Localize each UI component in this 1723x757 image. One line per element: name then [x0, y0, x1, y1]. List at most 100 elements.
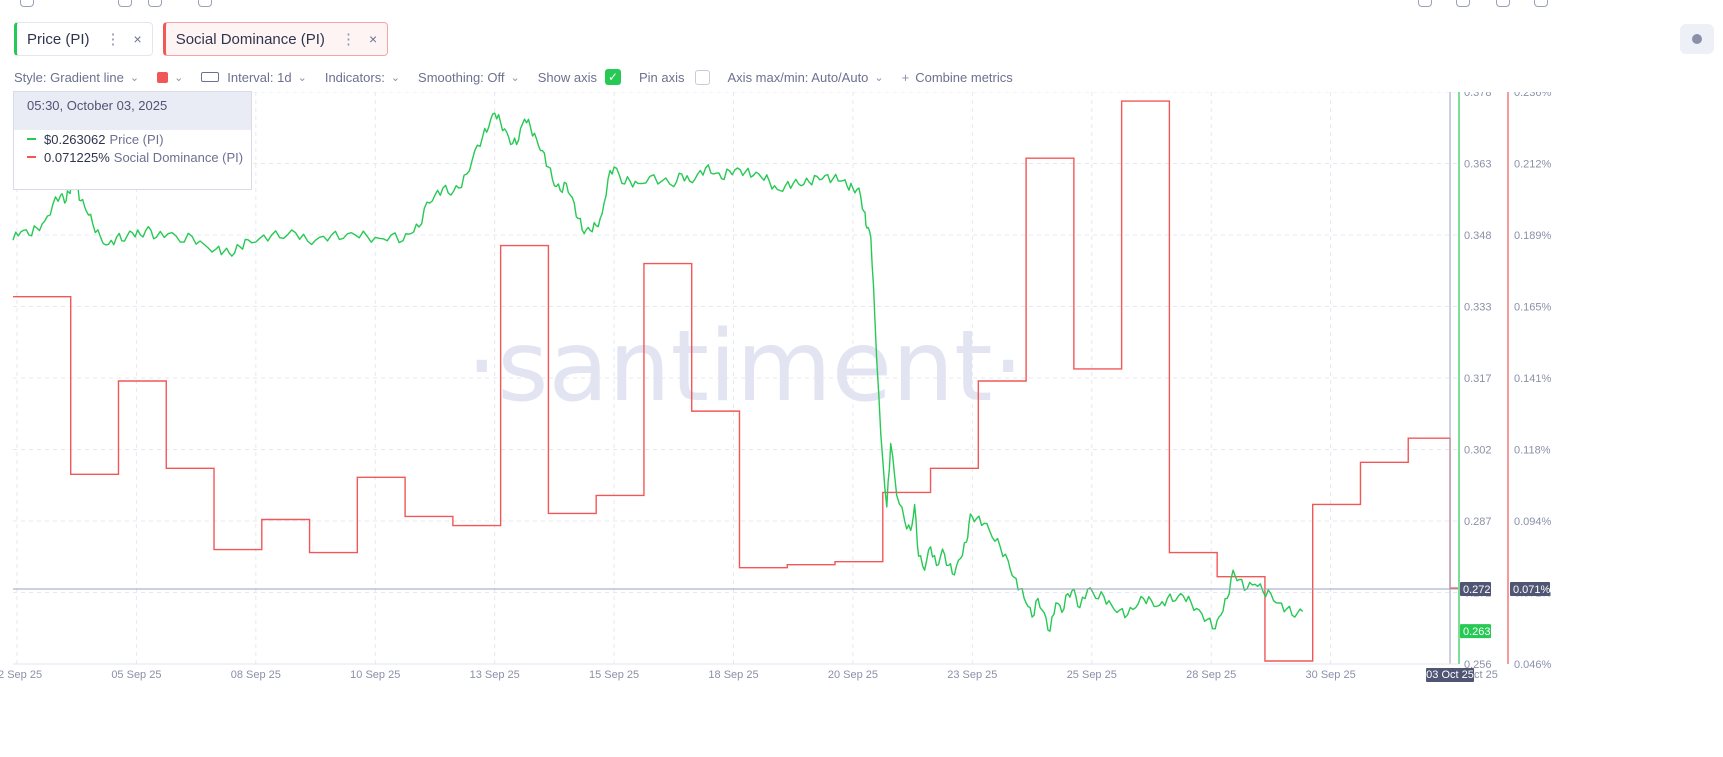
show-axis-toggle[interactable]: Show axis ✓ — [538, 69, 621, 85]
social-axis-tick: 0.141% — [1514, 373, 1552, 385]
tooltip-date: 05:30, October 03, 2025 — [14, 92, 251, 130]
x-axis-tick: 30 Sep 25 — [1306, 669, 1356, 681]
chart-area[interactable]: ·santiment· 0.3780.3630.3480.3330.3170.3… — [0, 92, 1723, 757]
top-strip — [0, 0, 1723, 12]
chart-toolbar: Style: Gradient line ⌄ ⌄ Interval: 1d ⌄ In… — [14, 66, 1031, 88]
x-axis-tick: 13 Sep 25 — [470, 669, 520, 681]
metric-tabs: Price (PI) ⋮ × Social Dominance (PI) ⋮ × — [14, 22, 389, 56]
axis-labels: 0.378 0.363 0.348 0.333 0.317 0.302 0.287 0.272… — [0, 92, 1552, 682]
user-icon[interactable] — [20, 0, 34, 7]
color-swatch — [157, 71, 169, 83]
axes — [13, 92, 1509, 665]
tooltip-social-value: 0.071225% — [44, 149, 110, 165]
x-axis-tick: 18 Sep 25 — [708, 669, 758, 681]
social-dominance-series — [13, 100, 1458, 662]
tooltip: 05:30, October 03, 2025 $0.263062 Price … — [13, 91, 252, 190]
price-axis-tick: 0.333 — [1464, 302, 1492, 314]
record-button[interactable] — [1680, 24, 1714, 54]
embed-icon[interactable] — [1456, 0, 1470, 7]
combine-label: Combine metrics — [915, 69, 1013, 85]
x-axis-tick: 28 Sep 25 — [1186, 669, 1236, 681]
show-axis-label: Show axis — [537, 69, 597, 85]
close-icon[interactable]: × — [133, 31, 142, 47]
date-marker-label: 03 Oct 25 — [1426, 669, 1474, 681]
shield-icon[interactable] — [198, 0, 212, 7]
tooltip-price-value: $0.263062 — [44, 131, 106, 147]
record-icon — [1692, 34, 1702, 44]
social-axis-tick: 0.046% — [1514, 659, 1552, 671]
social-dominance-line — [13, 100, 1458, 662]
close-icon[interactable]: × — [368, 31, 378, 47]
price-line — [12, 112, 1304, 632]
more-icon[interactable]: ⋮ — [105, 31, 121, 48]
x-axis-tick: 08 Sep 25 — [231, 669, 281, 681]
indicators-dropdown[interactable]: Indicators: ⌄ — [325, 70, 400, 85]
pin-axis-label: Pin axis — [638, 69, 685, 85]
tooltip-price-name: Price (PI) — [109, 131, 164, 147]
interval-dropdown[interactable]: Interval: 1d ⌄ — [201, 70, 307, 85]
indicators-label: Indicators: — [324, 69, 385, 85]
combine-metrics-button[interactable]: + Combine metrics — [902, 70, 1013, 85]
chevron-down-icon: ⌄ — [297, 71, 307, 84]
ruler-icon — [201, 72, 220, 82]
tab-social-dominance[interactable]: Social Dominance (PI) ⋮ × — [162, 22, 389, 56]
current-price-badge-bg — [1460, 581, 1491, 596]
price-axis-tick: 0.287 — [1464, 516, 1492, 528]
watermark: ·santiment· — [466, 310, 1023, 424]
tab-social-label: Social Dominance (PI) — [175, 30, 325, 48]
x-axis-tick: 23 Sep 25 — [947, 669, 997, 681]
chevron-down-icon: ⌄ — [390, 71, 401, 84]
price-axis-tick: 0.363 — [1464, 159, 1492, 171]
price-axis-tick: 0.317 — [1464, 373, 1492, 385]
price-axis-tick: 0.348 — [1464, 230, 1492, 242]
more-icon[interactable]: ⋮ — [340, 31, 356, 48]
social-axis-tick: 0.236% — [1514, 92, 1552, 99]
plus-icon: + — [901, 69, 910, 85]
price-series — [12, 112, 1304, 632]
copy-icon[interactable] — [118, 0, 132, 7]
smoothing-label: Smoothing: Off — [418, 69, 505, 85]
chevron-down-icon: ⌄ — [510, 71, 520, 84]
social-axis-tick: 0.118% — [1514, 445, 1551, 457]
price-axis-tick: 0.302 — [1464, 445, 1492, 457]
chevron-down-icon: ⌄ — [174, 71, 184, 84]
chevron-down-icon: ⌄ — [874, 71, 884, 84]
color-picker[interactable]: ⌄ — [157, 71, 183, 84]
pin-axis-toggle[interactable]: Pin axis — [638, 69, 710, 85]
price-axis-tick: 0.378 — [1464, 92, 1492, 99]
last-price-badge: 0.263 — [1463, 626, 1491, 638]
x-axis-tick: 15 Sep 25 — [589, 669, 639, 681]
price-legend-icon — [27, 138, 36, 140]
checkbox-empty-icon[interactable] — [694, 69, 710, 85]
x-axis-tick: 02 Sep 25 — [0, 669, 42, 681]
x-axis-tick: 10 Sep 25 — [350, 669, 400, 681]
last-price-badge-bg — [1460, 624, 1491, 639]
smoothing-dropdown[interactable]: Smoothing: Off ⌄ — [418, 70, 520, 85]
social-axis-tick: 0.165% — [1514, 302, 1552, 314]
current-price-badge: 0.272 — [1463, 584, 1491, 596]
tooltip-social-name: Social Dominance (PI) — [113, 149, 244, 165]
axis-maxmin-label: Axis max/min: Auto/Auto — [727, 69, 869, 85]
date-marker-bg — [1426, 668, 1475, 682]
settings-icon[interactable] — [148, 0, 162, 7]
social-legend-icon — [27, 156, 36, 158]
style-dropdown[interactable]: Style: Gradient line ⌄ — [14, 70, 139, 85]
axis-maxmin-dropdown[interactable]: Axis max/min: Auto/Auto ⌄ — [728, 70, 884, 85]
download-icon[interactable] — [1418, 0, 1432, 7]
current-social-badge-bg — [1510, 581, 1550, 596]
gear-icon[interactable] — [1496, 0, 1510, 7]
tab-price[interactable]: Price (PI) ⋮ × — [14, 22, 153, 56]
style-label: Style: Gradient line — [14, 69, 124, 85]
interval-label: Interval: 1d — [227, 69, 292, 85]
social-axis-tick: 0.189% — [1514, 230, 1552, 242]
close-icon[interactable] — [1534, 0, 1548, 7]
social-axis-tick: 0.212% — [1514, 159, 1552, 171]
checkbox-checked-icon[interactable]: ✓ — [604, 69, 621, 85]
x-axis-tick: 20 Sep 25 — [828, 669, 878, 681]
social-axis-tick: 0.094% — [1514, 516, 1552, 528]
current-social-badge: 0.071% — [1513, 584, 1551, 596]
x-axis-tick: 05 Sep 25 — [111, 669, 161, 681]
tab-price-label: Price (PI) — [27, 30, 90, 48]
x-axis-tick: 25 Sep 25 — [1067, 669, 1117, 681]
x-axis-tick-partial: ct 25 — [1474, 669, 1498, 681]
